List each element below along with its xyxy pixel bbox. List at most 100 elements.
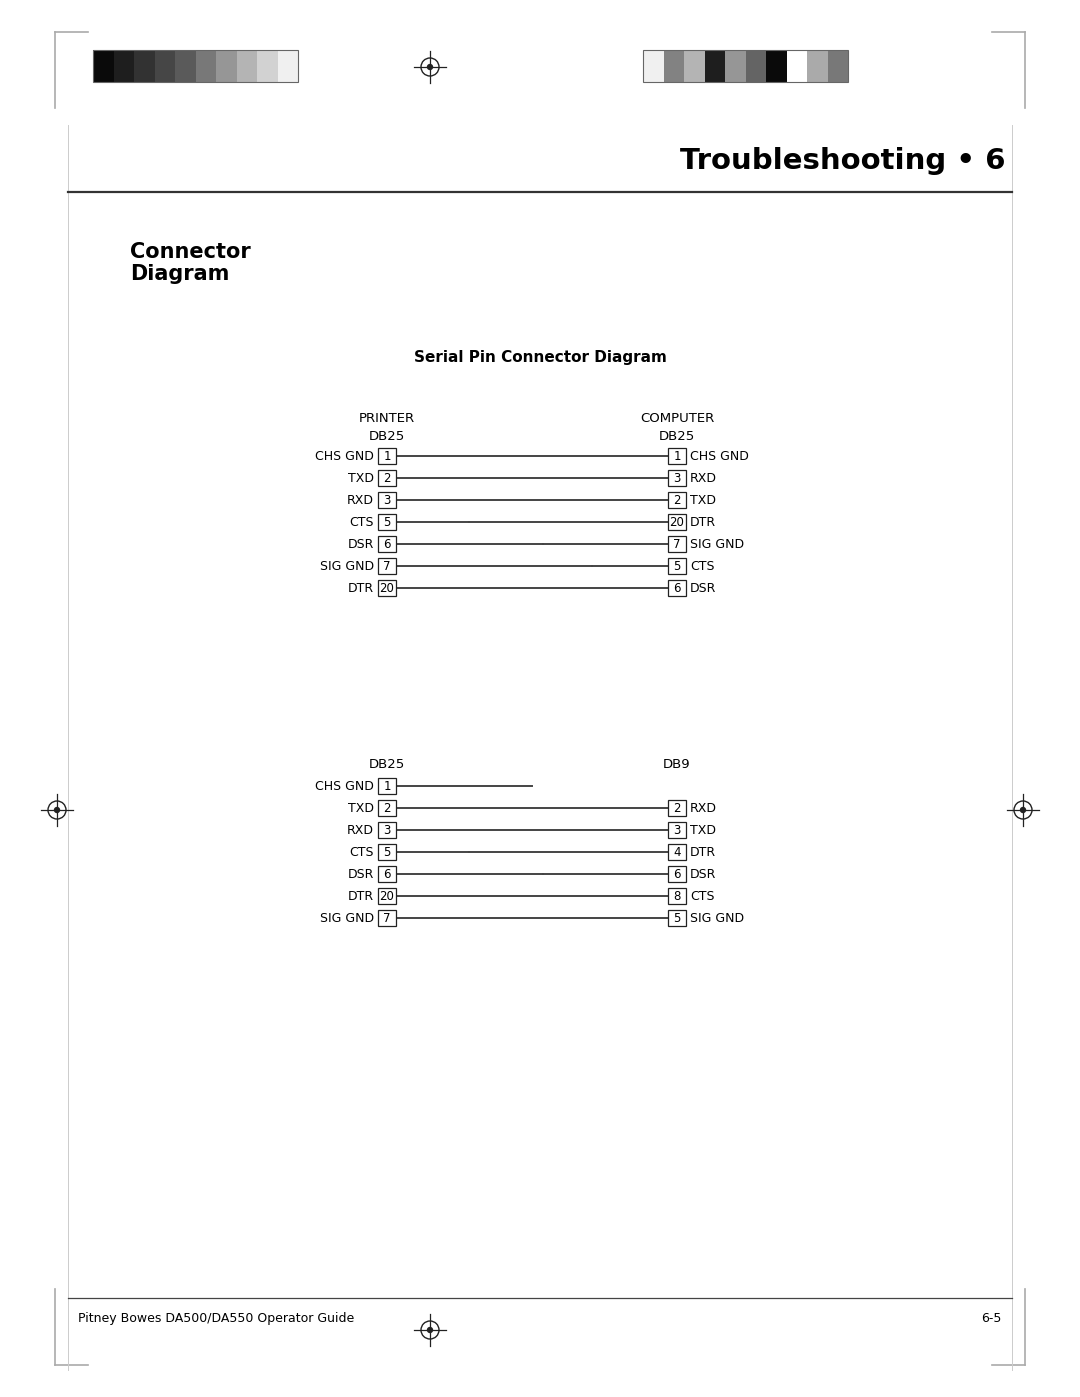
Text: DSR: DSR	[348, 868, 374, 880]
Text: DTR: DTR	[690, 845, 716, 859]
Bar	[378, 448, 396, 464]
Text: 7: 7	[383, 911, 391, 925]
Text: Connector: Connector	[130, 242, 251, 263]
Bar	[669, 800, 686, 816]
Bar	[378, 557, 396, 574]
Bar	[378, 778, 396, 793]
Text: DTR: DTR	[348, 581, 374, 595]
Bar	[378, 800, 396, 816]
Bar	[684, 50, 704, 82]
Text: 3: 3	[673, 823, 680, 837]
Bar	[669, 821, 686, 838]
Text: COMPUTER: COMPUTER	[639, 412, 714, 425]
Text: 1: 1	[383, 780, 391, 792]
Bar	[745, 50, 766, 82]
Text: 6-5: 6-5	[982, 1312, 1002, 1324]
Bar	[195, 50, 216, 82]
Text: 2: 2	[673, 493, 680, 507]
Text: 2: 2	[383, 802, 391, 814]
Text: DB25: DB25	[369, 759, 405, 771]
Text: CHS GND: CHS GND	[315, 780, 374, 792]
Text: Serial Pin Connector Diagram: Serial Pin Connector Diagram	[414, 351, 666, 365]
Text: 6: 6	[383, 868, 391, 880]
Text: CHS GND: CHS GND	[690, 450, 748, 462]
Text: RXD: RXD	[347, 493, 374, 507]
Text: DB25: DB25	[659, 430, 696, 443]
Text: 20: 20	[379, 581, 394, 595]
Text: 5: 5	[383, 845, 391, 859]
Text: CTS: CTS	[690, 560, 715, 573]
Bar	[93, 50, 298, 82]
Text: RXD: RXD	[690, 472, 717, 485]
Text: 6: 6	[673, 581, 680, 595]
Bar	[378, 888, 396, 904]
Text: TXD: TXD	[690, 823, 716, 837]
Bar	[378, 469, 396, 486]
Text: CTS: CTS	[350, 515, 374, 528]
Text: 7: 7	[383, 560, 391, 573]
Text: RXD: RXD	[347, 823, 374, 837]
Bar	[113, 50, 134, 82]
Text: Pitney Bowes DA500/DA550 Operator Guide: Pitney Bowes DA500/DA550 Operator Guide	[78, 1312, 354, 1324]
Text: 7: 7	[673, 538, 680, 550]
Text: 4: 4	[673, 845, 680, 859]
Bar	[378, 536, 396, 552]
Text: 8: 8	[673, 890, 680, 902]
Text: 20: 20	[670, 515, 685, 528]
Text: SIG GND: SIG GND	[320, 560, 374, 573]
Bar	[786, 50, 807, 82]
Bar	[704, 50, 725, 82]
Text: DSR: DSR	[348, 538, 374, 550]
Bar	[175, 50, 195, 82]
Text: SIG GND: SIG GND	[690, 538, 744, 550]
Text: DSR: DSR	[690, 581, 716, 595]
Text: SIG GND: SIG GND	[690, 911, 744, 925]
Text: DB9: DB9	[663, 759, 691, 771]
Bar	[669, 514, 686, 529]
Bar	[134, 50, 154, 82]
Bar	[725, 50, 745, 82]
Bar	[237, 50, 257, 82]
Text: CTS: CTS	[350, 845, 374, 859]
Text: CTS: CTS	[690, 890, 715, 902]
Text: DTR: DTR	[690, 515, 716, 528]
Text: 3: 3	[383, 823, 391, 837]
Text: Troubleshooting • 6: Troubleshooting • 6	[679, 147, 1005, 175]
Text: DSR: DSR	[690, 868, 716, 880]
Text: 20: 20	[379, 890, 394, 902]
Bar	[669, 844, 686, 861]
Bar	[378, 844, 396, 861]
Text: 2: 2	[673, 802, 680, 814]
Circle shape	[427, 64, 433, 70]
Bar	[154, 50, 175, 82]
Text: TXD: TXD	[348, 472, 374, 485]
Text: 1: 1	[383, 450, 391, 462]
Bar	[669, 469, 686, 486]
Bar	[378, 821, 396, 838]
Bar	[378, 909, 396, 926]
Text: PRINTER: PRINTER	[359, 412, 415, 425]
Text: 3: 3	[383, 493, 391, 507]
Bar	[669, 536, 686, 552]
Bar	[827, 50, 848, 82]
Bar	[669, 492, 686, 509]
Text: 6: 6	[383, 538, 391, 550]
Text: 1: 1	[673, 450, 680, 462]
Text: SIG GND: SIG GND	[320, 911, 374, 925]
Bar	[807, 50, 827, 82]
Bar	[378, 866, 396, 882]
Text: DTR: DTR	[348, 890, 374, 902]
Bar	[378, 492, 396, 509]
Text: TXD: TXD	[690, 493, 716, 507]
Circle shape	[427, 1327, 433, 1333]
Text: TXD: TXD	[348, 802, 374, 814]
Bar	[663, 50, 684, 82]
Bar	[378, 514, 396, 529]
Bar	[669, 448, 686, 464]
Bar	[378, 580, 396, 597]
Text: 3: 3	[673, 472, 680, 485]
Bar	[669, 909, 686, 926]
Text: RXD: RXD	[690, 802, 717, 814]
Bar	[257, 50, 278, 82]
Text: DB25: DB25	[369, 430, 405, 443]
